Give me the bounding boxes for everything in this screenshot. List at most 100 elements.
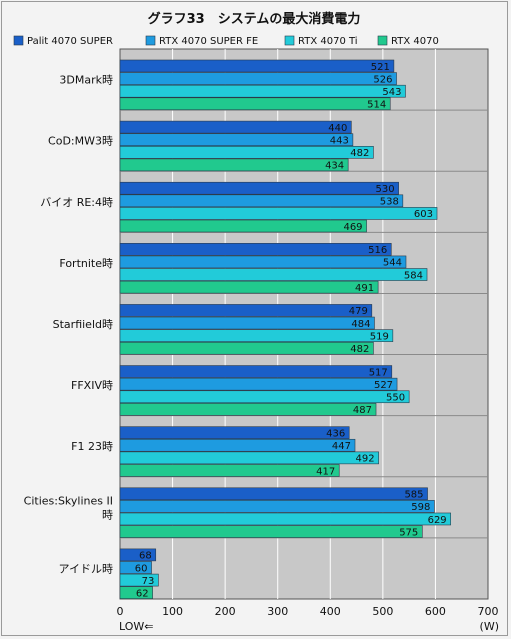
x-axis-unit-label: (W) xyxy=(480,620,499,633)
data-label: 517 xyxy=(369,367,388,378)
data-label: 585 xyxy=(404,490,423,501)
data-label: 575 xyxy=(399,527,418,538)
data-label: 436 xyxy=(326,428,345,439)
category-label: CoD:MW3時 xyxy=(48,135,113,148)
data-label: 514 xyxy=(367,100,386,111)
category-label: 時 xyxy=(102,508,113,521)
bar xyxy=(119,219,367,233)
legend-swatch xyxy=(284,35,295,46)
legend-label: RTX 4070 xyxy=(391,36,439,47)
bar xyxy=(119,464,340,477)
data-label: 440 xyxy=(328,123,347,134)
bar xyxy=(119,586,153,599)
x-tick-label: 600 xyxy=(425,605,446,618)
bar xyxy=(119,255,407,269)
bar xyxy=(119,120,352,134)
data-label: 434 xyxy=(325,161,344,172)
x-tick-label: 500 xyxy=(372,605,393,618)
data-label: 521 xyxy=(371,62,390,73)
data-label: 584 xyxy=(404,270,423,281)
data-label: 516 xyxy=(368,245,387,256)
bar xyxy=(119,316,375,330)
data-label: 530 xyxy=(376,184,395,195)
bar xyxy=(119,158,349,172)
x-tick-label: 400 xyxy=(320,605,341,618)
data-label: 60 xyxy=(135,563,148,574)
bar xyxy=(119,59,395,73)
bar xyxy=(119,512,451,526)
bar xyxy=(119,561,152,574)
bar xyxy=(119,181,399,195)
data-label: 629 xyxy=(428,515,447,526)
bar xyxy=(119,500,435,513)
category-label: バイオ RE:4時 xyxy=(40,196,113,209)
data-label: 482 xyxy=(350,344,369,355)
data-label: 491 xyxy=(355,283,374,294)
x-tick-label: 300 xyxy=(267,605,288,618)
legend-label: Palit 4070 SUPER xyxy=(27,36,113,47)
plot-area: 5215265435144404434824345305386034695165… xyxy=(119,48,489,600)
bar xyxy=(119,403,377,416)
bar xyxy=(119,438,356,452)
data-label: 526 xyxy=(373,74,392,85)
bar xyxy=(119,207,438,220)
data-label: 68 xyxy=(139,551,152,562)
legend-label: RTX 4070 Ti xyxy=(298,36,358,47)
data-label: 527 xyxy=(374,380,393,391)
x-tick-label: 100 xyxy=(162,605,183,618)
data-label: 598 xyxy=(411,502,430,513)
bar xyxy=(119,573,159,587)
bar xyxy=(119,280,379,294)
data-label: 544 xyxy=(383,258,402,269)
data-label: 519 xyxy=(370,331,389,342)
x-tick-label: 200 xyxy=(215,605,236,618)
category-label: F1 23時 xyxy=(71,440,113,453)
data-label: 469 xyxy=(343,222,362,233)
data-label: 443 xyxy=(330,136,349,147)
legend-label: RTX 4070 SUPER FE xyxy=(159,36,258,47)
bar xyxy=(119,548,157,562)
data-label: 603 xyxy=(414,209,433,220)
bar xyxy=(119,487,428,501)
bar xyxy=(119,194,404,208)
bar xyxy=(119,97,391,111)
bar xyxy=(119,304,373,317)
bar xyxy=(119,133,354,147)
legend-swatch xyxy=(13,35,24,46)
legend-swatch xyxy=(145,35,156,46)
category-label: Starfiield時 xyxy=(53,318,113,331)
bar xyxy=(119,525,423,538)
category-label: 3DMark時 xyxy=(59,74,113,87)
bar xyxy=(119,72,397,85)
data-label: 479 xyxy=(349,306,368,317)
category-label: Cities:Skylines II xyxy=(24,494,113,507)
data-label: 73 xyxy=(142,576,155,587)
category-label: アイドル時 xyxy=(59,562,113,575)
bar xyxy=(119,377,398,391)
data-label: 543 xyxy=(382,87,401,98)
x-tick-label: 0 xyxy=(117,605,124,618)
bar xyxy=(119,243,392,256)
data-label: 484 xyxy=(351,319,370,330)
data-label: 538 xyxy=(380,197,399,208)
bar xyxy=(119,268,428,281)
bar xyxy=(119,451,379,465)
legend: Palit 4070 SUPER RTX 4070 SUPER FE RTX 407… xyxy=(13,35,439,47)
category-label: FFXIV時 xyxy=(71,379,113,392)
bar xyxy=(119,341,374,355)
data-label: 417 xyxy=(316,466,335,477)
legend-swatch xyxy=(377,35,388,46)
data-label: 482 xyxy=(350,148,369,159)
bar xyxy=(119,390,410,404)
bar xyxy=(119,146,374,159)
bar xyxy=(119,426,350,439)
category-label: Fortnite時 xyxy=(59,257,113,270)
bar xyxy=(119,329,394,342)
bar xyxy=(119,365,393,378)
x-tick-label: 700 xyxy=(478,605,499,618)
data-label: 487 xyxy=(353,405,372,416)
bar xyxy=(119,84,406,98)
